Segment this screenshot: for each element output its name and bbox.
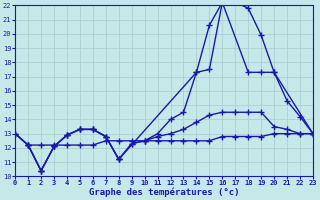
X-axis label: Graphe des températures (°c): Graphe des températures (°c) [89,188,239,197]
